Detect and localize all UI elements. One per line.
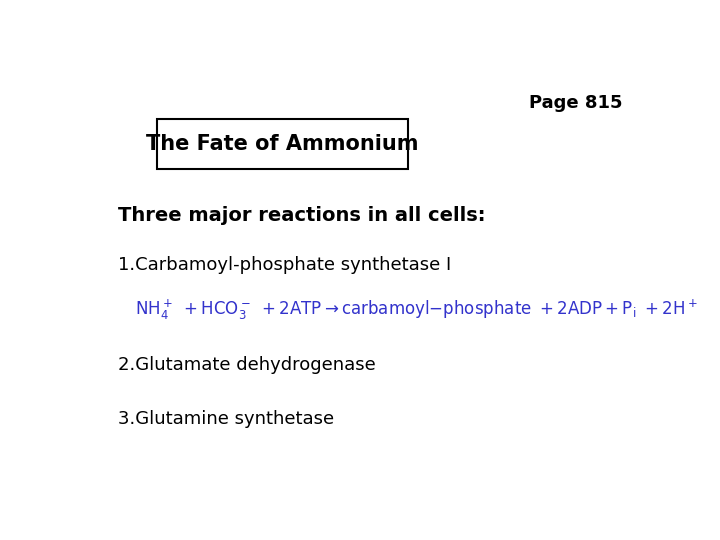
- Text: 3.Glutamine synthetase: 3.Glutamine synthetase: [118, 410, 334, 428]
- Text: Three major reactions in all cells:: Three major reactions in all cells:: [118, 206, 485, 225]
- Text: $\mathregular{NH_4^+\ +HCO_3^-\ +2ATP{\rightarrow}carbamoyl{-}phosphate\ +2ADP+P: $\mathregular{NH_4^+\ +HCO_3^-\ +2ATP{\r…: [135, 298, 697, 322]
- FancyBboxPatch shape: [157, 119, 408, 168]
- Text: 1.Carbamoyl-phosphate synthetase I: 1.Carbamoyl-phosphate synthetase I: [118, 256, 451, 274]
- Text: The Fate of Ammonium: The Fate of Ammonium: [146, 134, 419, 154]
- Text: Page 815: Page 815: [528, 94, 622, 112]
- Text: 2.Glutamate dehydrogenase: 2.Glutamate dehydrogenase: [118, 356, 376, 374]
